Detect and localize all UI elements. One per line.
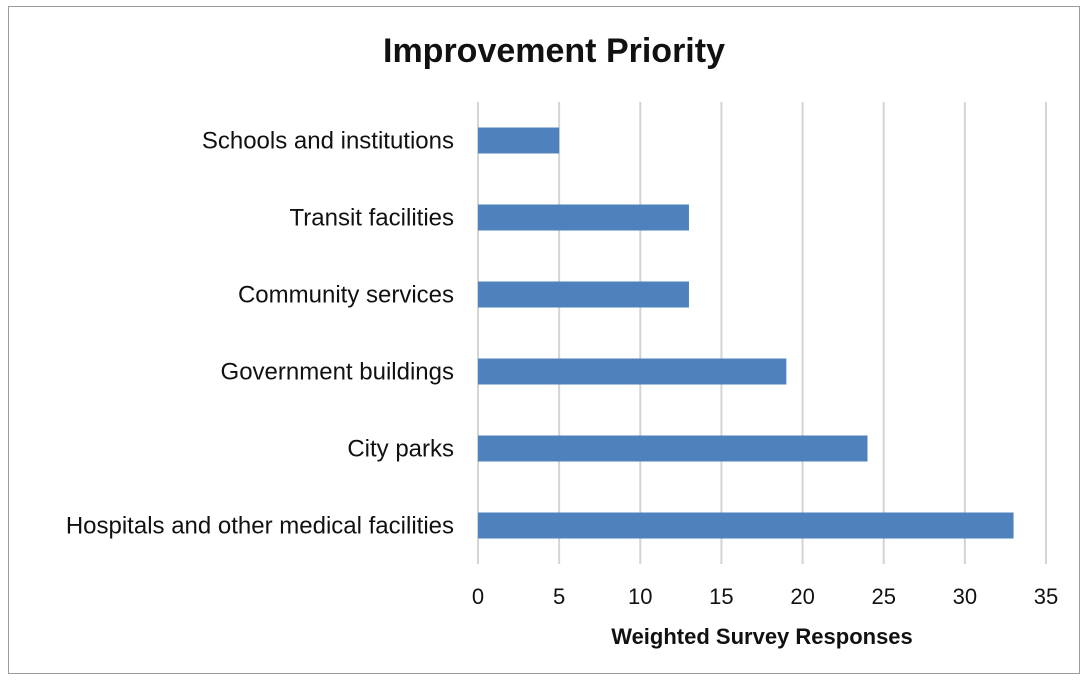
x-tick-label: 30 [953,584,977,609]
x-tick-label: 0 [472,584,484,609]
x-tick-label: 20 [790,584,814,609]
x-tick-label: 10 [628,584,652,609]
x-tick-label: 15 [709,584,733,609]
category-label: Hospitals and other medical facilities [66,513,454,540]
bar [478,435,868,462]
gridlines [477,102,1047,564]
bar [478,281,689,308]
x-tick-label: 5 [553,584,565,609]
category-label: City parks [347,436,454,463]
category-label: Schools and institutions [202,128,454,155]
x-tick-label: 25 [871,584,895,609]
bar [478,204,689,231]
x-axis-label: Weighted Survey Responses [611,624,913,649]
category-label: Community services [238,282,454,309]
chart-title: Improvement Priority [383,32,725,70]
bar [478,358,787,385]
x-tick-label: 35 [1034,584,1058,609]
x-tick-labels: 0 5 10 15 20 25 30 35 [472,584,1058,609]
bar [478,512,1014,539]
category-labels: Schools and institutions Transit faciliti… [66,128,454,540]
chart-frame [8,6,1080,674]
category-label: Transit facilities [290,205,454,232]
bar [478,127,560,154]
bars [478,127,1014,539]
category-label: Government buildings [221,359,454,386]
